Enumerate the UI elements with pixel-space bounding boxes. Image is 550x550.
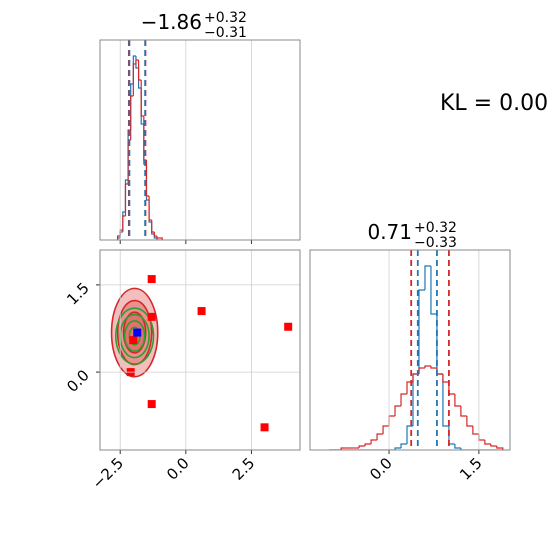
y-tick-label: 1.5 [63,279,93,309]
histogram-bin [135,59,139,64]
histogram-bin [394,405,402,416]
panel-frame [99,249,301,451]
histogram-bin [418,367,425,374]
histogram-bin [122,215,126,230]
point [284,322,293,331]
panel-frame [309,249,511,451]
histogram-bin [424,365,431,368]
histogram-bin [466,416,473,427]
title-lower: −0.31 [204,25,247,41]
histogram-bin [442,374,449,383]
panel [329,250,504,450]
histogram-bin [148,196,152,221]
histogram-bin [376,433,384,440]
point [147,275,156,284]
histogram-bin [472,426,479,435]
histogram-bin [151,220,155,233]
x-tick-label: 0.0 [366,454,396,484]
histogram-bin [400,443,408,448]
histogram-bin [382,425,390,434]
histogram-bin [156,238,160,240]
histogram-bin [130,95,134,140]
title-lower: −0.33 [414,235,457,251]
histogram-bin [490,444,497,447]
point [197,307,206,316]
x-tick-label: −2.5 [89,454,127,492]
contour [114,307,155,365]
x-tick-label: 0.0 [163,454,193,484]
kl-annotation: KL = 0.00 [440,91,548,116]
histogram-bin [394,447,402,450]
point [260,423,269,432]
histogram-bin [145,160,150,197]
truth-point [133,328,142,337]
histogram-bin [454,394,461,407]
point [147,400,156,409]
histogram-bin [484,440,491,445]
histogram-bin [442,374,449,427]
histogram-bin [454,444,461,449]
histogram-bin [116,235,121,240]
histogram-bin [430,266,437,315]
title-upper: +0.32 [414,220,457,236]
histogram-bin [430,366,437,369]
histogram-bin [496,446,504,450]
point [147,312,156,321]
histogram-bin [370,439,378,444]
histogram-bin [388,415,396,426]
histogram-bin [159,237,163,240]
histogram-bin [358,445,366,448]
histogram-bin [460,406,467,417]
x-tick-label: 1.5 [456,454,486,484]
histogram-bin [137,60,142,81]
title-upper: +0.32 [204,10,247,26]
histogram-bin [153,232,157,237]
histogram-bin [424,265,431,290]
histogram-bin [478,434,485,441]
histogram-bin [460,448,467,450]
contour [123,320,146,352]
panel [116,40,163,240]
histogram-bin [140,80,144,117]
panel-frame [99,39,301,241]
histogram-bin [418,289,425,374]
histogram-bin [364,443,372,446]
histogram-bin [132,63,136,96]
y-tick-label: 0.0 [63,366,93,396]
point [129,336,138,345]
histogram-bin [400,393,408,406]
panel-title: 0.71 [367,220,412,244]
histogram-bin [124,183,129,216]
panel-title: −1.86 [141,10,202,34]
x-tick-label: 2.5 [229,454,259,484]
panel [110,275,293,432]
histogram-bin [156,236,160,239]
histogram-bin [340,447,348,450]
